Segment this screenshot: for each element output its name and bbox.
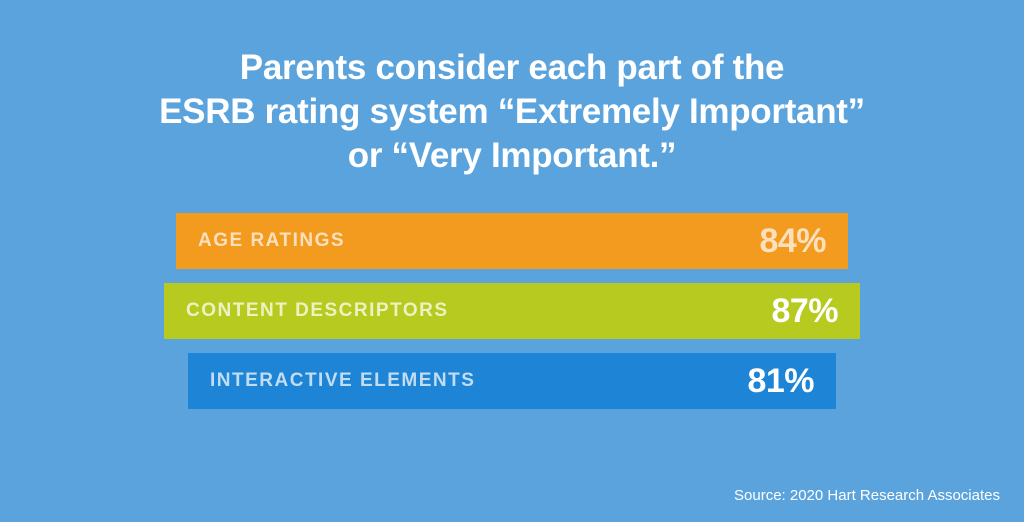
bar-value: 84% bbox=[759, 222, 826, 261]
bar-row-0: AGE RATINGS 84% bbox=[176, 213, 848, 269]
bar-value: 87% bbox=[771, 292, 838, 331]
infographic-canvas: Parents consider each part of theESRB ra… bbox=[0, 0, 1024, 522]
bar-row-1: CONTENT DESCRIPTORS 87% bbox=[164, 283, 860, 339]
bars-container: AGE RATINGS 84% CONTENT DESCRIPTORS 87% INTE… bbox=[60, 213, 964, 409]
bar-label: AGE RATINGS bbox=[198, 230, 345, 252]
bar-value: 81% bbox=[747, 362, 814, 401]
bar-row-2: INTERACTIVE ELEMENTS 81% bbox=[188, 353, 836, 409]
chart-title: Parents consider each part of theESRB ra… bbox=[60, 46, 964, 177]
bar-label: INTERACTIVE ELEMENTS bbox=[210, 370, 475, 392]
source-attribution: Source: 2020 Hart Research Associates bbox=[734, 487, 1000, 504]
bar-label: CONTENT DESCRIPTORS bbox=[186, 300, 449, 322]
